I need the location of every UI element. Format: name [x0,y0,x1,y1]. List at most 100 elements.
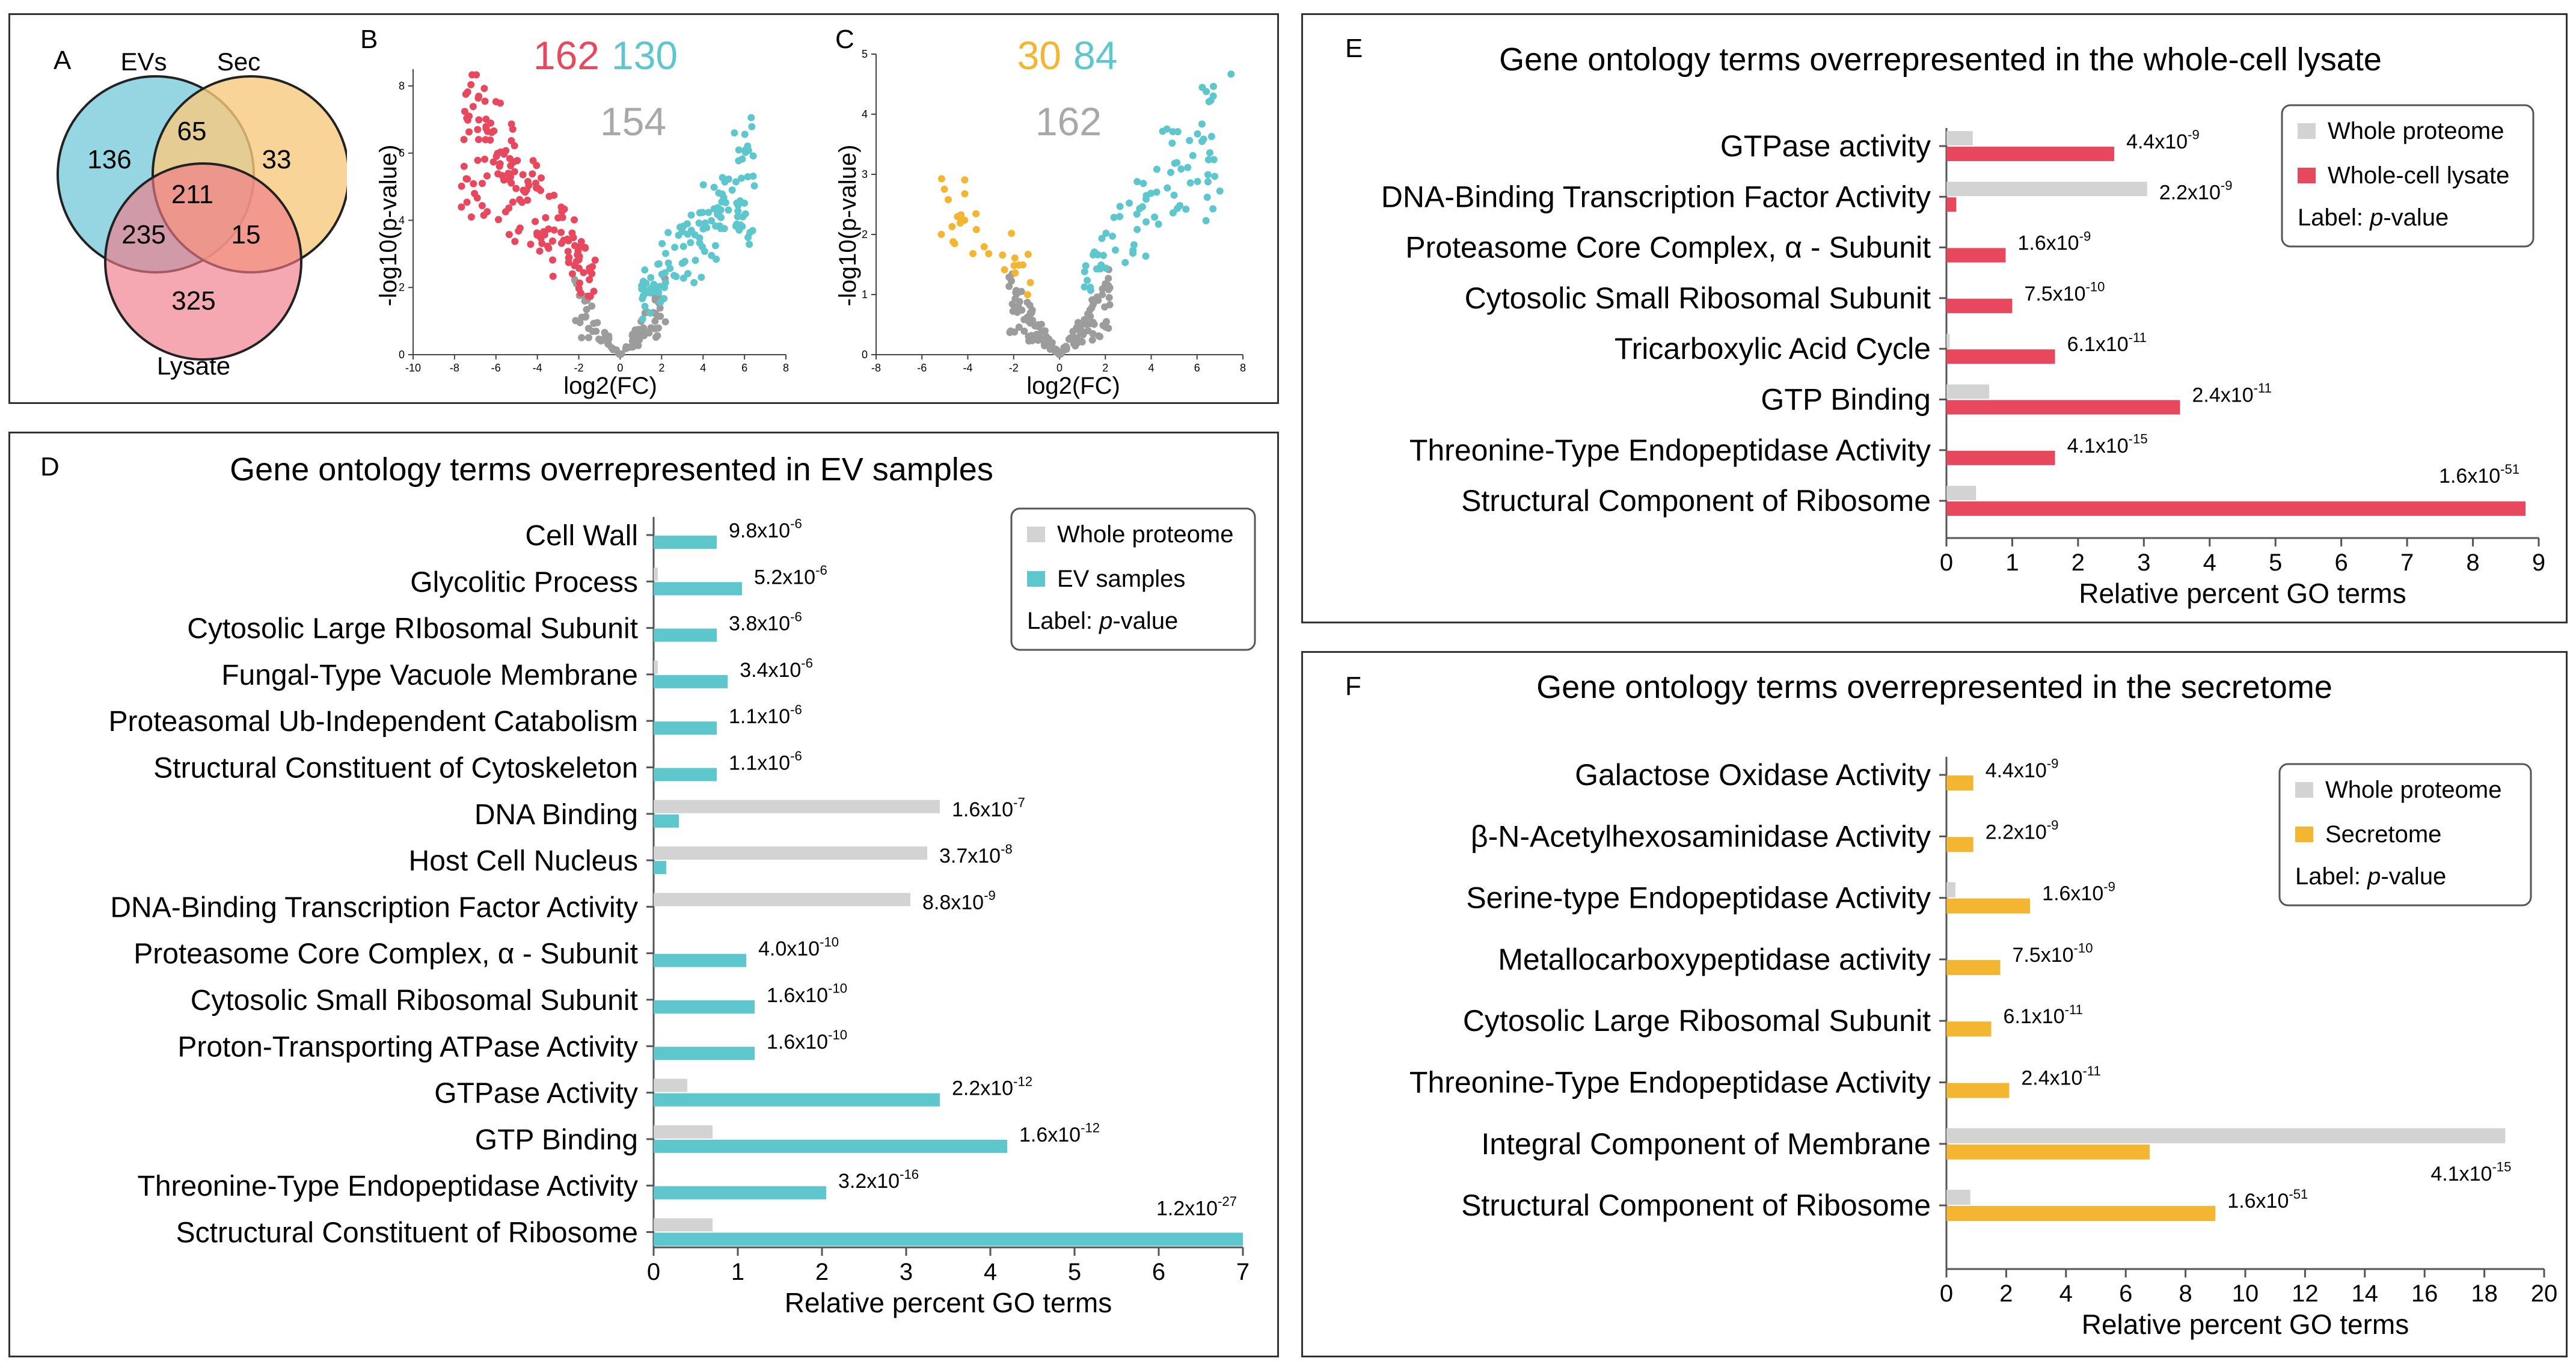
bar-sample [1946,1144,2150,1160]
point-left [467,213,475,221]
point-right [1207,132,1215,140]
x-tick-label: -2 [574,362,584,374]
point-grey [589,328,596,335]
x-tick-label: -8 [871,362,881,374]
pvalue-exponent: -9 [2103,879,2115,894]
x-tick-label: 10 [2232,1280,2259,1307]
point-grey [1011,328,1019,336]
venn-count-evs-sec: 65 [177,117,207,146]
panel-f: F Gene ontology terms overrepresented in … [1301,651,2568,1357]
point-left [584,292,592,300]
bar-whole-proteome [1946,334,1950,349]
bar-sample [654,768,717,781]
xlabel-b: log2(FC) [563,373,657,399]
pvalue-label: 9.8x10-6 [729,516,802,542]
x-tick-label: 2 [1102,362,1108,374]
pvalue-exponent: -9 [2079,228,2091,243]
pvalue-label: 2.4x10-11 [2021,1063,2100,1089]
point-right [684,230,692,238]
point-left [489,158,497,166]
legend-sample-label: Secretome [2325,821,2441,848]
x-tick-label: 6 [741,362,747,374]
point-right [1198,120,1206,128]
pvalue-label: 3.8x10-6 [729,609,802,635]
point-right [750,182,758,190]
bar-row: GTPase activity 4.4x10-9 [1720,127,2200,163]
point-left [467,81,475,88]
point-right [679,242,687,250]
pvalue-label: 1.1x10-6 [729,748,802,774]
x-tick-label: 0 [1940,549,1953,576]
pvalue-exponent: -10 [820,934,839,949]
venn-count-evs-only: 136 [87,145,131,174]
point-left [501,208,509,216]
pvalue-exponent: -9 [984,888,996,903]
pvalue-label: 1.6x10-9 [2042,879,2115,905]
x-tick-label: 1 [2005,549,2019,576]
legend-whole-label: Whole proteome [2328,118,2504,144]
point-left [492,153,500,161]
point-right [641,280,649,288]
point-left [532,218,539,225]
point-left [475,136,483,144]
point-grey [581,313,589,321]
count-left-b: 162 [533,33,600,78]
point-right [646,309,654,317]
bar-sample [654,628,717,642]
point-right [690,279,698,287]
point-left [471,189,479,197]
venn-count-sec-lysate: 15 [232,220,261,249]
point-right [718,198,726,206]
point-left [1024,251,1032,258]
pvalue-exponent: -10 [828,981,847,996]
point-right [741,130,749,138]
point-left [483,172,491,180]
y-tick-label: 2 [862,228,868,240]
bar-row: GTP Binding 2.4x10-11 [1761,381,2271,416]
pvalue-label: 4.4x10-9 [2126,127,2200,153]
point-right [741,210,749,218]
bar-chart-d: D Gene ontology terms overrepresented in … [40,451,1256,1318]
point-left [565,237,572,245]
point-left [550,191,558,199]
point-right [744,142,752,150]
point-right [725,175,732,183]
x-tick-label: 18 [2471,1280,2498,1307]
category-label: GTPase Activity [434,1078,638,1110]
category-label: Cytosolic Small Ribosomal Subunit [1465,281,1931,315]
point-grey [1016,298,1023,305]
point-right [1155,220,1162,228]
x-tick-label: -4 [963,362,972,374]
pvalue-exponent: -9 [2188,127,2200,142]
point-right [687,239,695,246]
point-right [1174,128,1182,136]
bar-row: Cytosolic Large Ribosomal Subunit 6.1x10-… [1463,1002,2083,1038]
category-label: DNA Binding [474,799,638,831]
pvalue-label: 1.6x10-51 [2227,1187,2308,1213]
point-grey [630,343,637,350]
point-left [505,231,513,239]
point-grey [641,309,649,317]
point-left [980,243,988,251]
x-tick-label: 3 [900,1259,913,1285]
point-right [698,243,706,251]
point-grey [1105,275,1112,283]
point-right [1184,164,1192,171]
pvalue-label: 4.0x10-10 [758,934,839,960]
point-grey [1093,293,1101,301]
point-left [1026,279,1034,287]
bar-row: Proteasome Core Complex, α - Subunit 4.0x… [133,934,839,970]
y-tick-label: 0 [399,349,405,361]
point-right [660,284,668,292]
category-label: Proteasome Core Complex, α - Subunit [133,938,638,970]
point-right [744,173,752,181]
point-left [564,248,572,255]
bar-sample [654,536,717,549]
point-left [580,269,587,277]
pvalue-label: 1.6x10-9 [2018,228,2091,254]
point-grey [603,334,610,341]
bar-chart-e: E Gene ontology terms overrepresented in … [1345,34,2545,609]
x-tick-label: -4 [533,362,542,374]
point-right [1210,156,1218,164]
point-left [474,156,482,164]
